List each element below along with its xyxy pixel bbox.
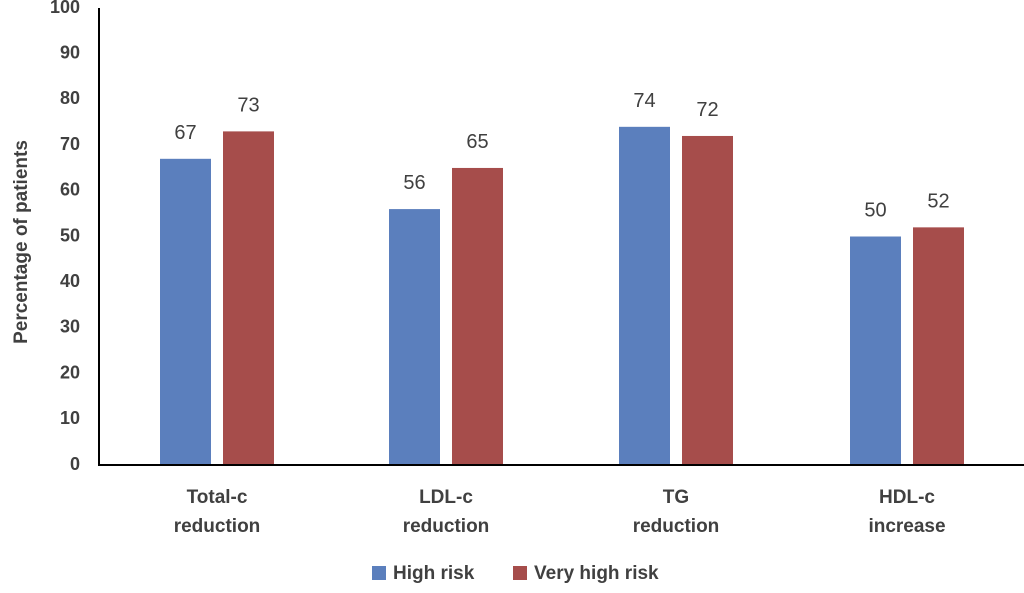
data-label: 72: [696, 99, 718, 121]
bar-very-high-risk: [913, 227, 964, 465]
y-axis-title-group: Percentage of patients: [11, 140, 32, 344]
bar-high-risk: [850, 236, 901, 465]
x-tick-label: TG: [663, 487, 689, 508]
x-tick-label: Total-c: [187, 487, 248, 508]
y-tick-label: 40: [60, 271, 80, 291]
x-tick-label: HDL-c: [879, 487, 935, 508]
bar-very-high-risk: [223, 131, 274, 465]
legend-label: High risk: [393, 563, 475, 584]
data-label: 50: [864, 200, 886, 222]
x-tick-label: reduction: [403, 516, 490, 537]
legend: High risk Very high risk: [372, 563, 659, 584]
y-tick-label: 20: [60, 362, 80, 382]
axes: [98, 8, 1024, 466]
legend-swatch: [372, 566, 386, 580]
data-label: 74: [633, 90, 655, 112]
data-label: 65: [466, 131, 488, 153]
y-tick-labels: 0 10 20 30 40 50 60 70 80 90 100: [50, 0, 80, 474]
bars: [160, 126, 964, 465]
bar-very-high-risk: [452, 167, 503, 465]
data-labels: 67 73 56 65 74 72 50 52: [174, 90, 949, 222]
data-label: 56: [403, 172, 425, 194]
y-axis-title: Percentage of patients: [11, 140, 32, 344]
bar-high-risk: [389, 209, 440, 465]
x-tick-label: increase: [868, 516, 945, 537]
y-tick-label: 50: [60, 225, 80, 245]
y-tick-label: 30: [60, 317, 80, 337]
x-tick-labels: Total-c reduction LDL-c reduction TG reductio…: [174, 487, 946, 537]
bar-very-high-risk: [682, 135, 733, 465]
data-label: 52: [927, 190, 949, 212]
legend-swatch: [513, 566, 527, 580]
y-tick-label: 60: [60, 180, 80, 200]
x-tick-label: LDL-c: [419, 487, 473, 508]
x-tick-label: reduction: [174, 516, 261, 537]
x-tick-label: reduction: [633, 516, 720, 537]
y-tick-label: 0: [70, 454, 80, 474]
y-tick-label: 100: [50, 0, 80, 17]
y-tick-label: 70: [60, 134, 80, 154]
legend-label: Very high risk: [534, 563, 659, 584]
y-tick-label: 80: [60, 88, 80, 108]
data-label: 73: [237, 94, 259, 116]
data-label: 67: [174, 122, 196, 144]
y-tick-label: 90: [60, 42, 80, 62]
bar-high-risk: [619, 126, 670, 465]
bar-high-risk: [160, 158, 211, 465]
y-tick-label: 10: [60, 408, 80, 428]
